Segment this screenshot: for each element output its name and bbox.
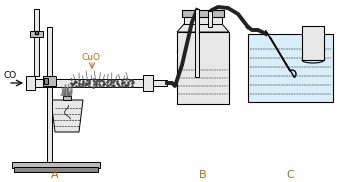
Bar (208, 11, 212, 27)
Bar (43, 76, 56, 86)
Bar (14, 167, 98, 172)
Text: C: C (286, 170, 294, 180)
Bar (182, 10, 224, 17)
Bar (303, 47, 323, 59)
Bar (44, 78, 48, 84)
Bar (143, 75, 153, 91)
Bar (153, 80, 167, 86)
Bar (177, 32, 229, 104)
Bar (184, 16, 222, 24)
Bar (12, 162, 100, 168)
Polygon shape (51, 100, 83, 132)
Bar (178, 65, 228, 103)
Text: CO: CO (3, 72, 16, 80)
Text: A: A (51, 170, 59, 180)
Polygon shape (177, 24, 229, 32)
Bar (63, 96, 71, 100)
Bar (26, 76, 35, 90)
Bar (34, 9, 39, 31)
Bar (195, 9, 199, 77)
Bar (34, 28, 39, 76)
Bar (248, 34, 333, 102)
Bar (47, 27, 52, 162)
Polygon shape (60, 83, 74, 96)
Bar (302, 26, 324, 60)
Bar (35, 31, 38, 34)
Bar (35, 79, 143, 87)
Text: B: B (199, 170, 207, 180)
Bar (30, 31, 43, 37)
Text: CuO: CuO (82, 54, 101, 62)
